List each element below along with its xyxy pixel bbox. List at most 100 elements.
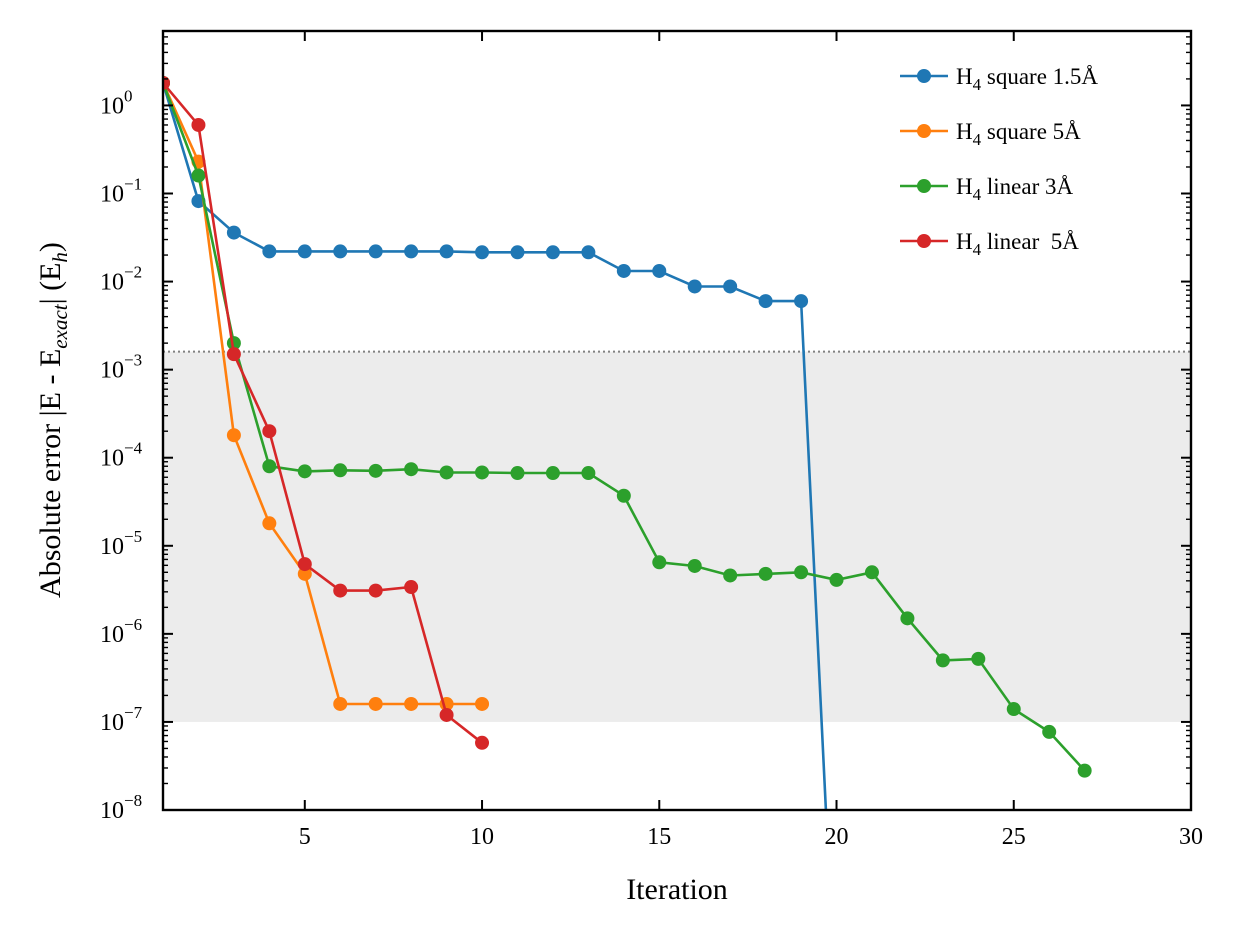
y-tick-base: 10 (100, 358, 124, 384)
y-tick-exponent: −6 (124, 615, 142, 634)
axes-frame (161, 29, 1193, 812)
data-point (616, 488, 631, 503)
data-point (368, 583, 383, 598)
data-point (971, 651, 986, 666)
y-tick-base: 10 (100, 710, 124, 736)
y-tick-exponent: −8 (124, 791, 142, 810)
data-point (368, 244, 383, 259)
legend-item-0: H4 square 1.5Å (900, 64, 1098, 94)
x-tick-label: 15 (647, 824, 671, 850)
ticks-layer (163, 30, 1192, 811)
data-point (1006, 702, 1021, 717)
data-point (475, 245, 490, 260)
data-point (297, 464, 312, 479)
data-point (545, 245, 560, 260)
legend-item-2: H4 linear 3Å (900, 174, 1073, 204)
x-tick-label: 30 (1179, 824, 1203, 850)
shaded-band (163, 351, 1191, 722)
y-tick-exponent: −1 (124, 175, 142, 194)
y-axis-title-main: Absolute error |E - E (34, 349, 67, 598)
series-line-3 (163, 82, 483, 744)
legend-label-sub: 4 (973, 185, 982, 204)
y-tick-base: 10 (100, 798, 124, 824)
legend-item-3: H4 linear 5Å (900, 229, 1079, 259)
legend-label-sub: 4 (973, 240, 982, 259)
data-point (191, 117, 206, 132)
data-point (368, 696, 383, 711)
y-axis-title-mid: | (E (34, 263, 67, 305)
legend-marker (917, 124, 931, 138)
data-point (226, 347, 241, 362)
data-point (475, 735, 490, 750)
y-tick-exponent: −7 (124, 703, 143, 722)
data-point (297, 566, 312, 581)
data-point (404, 244, 419, 259)
data-point (297, 557, 312, 572)
y-tick-exponent: −2 (124, 263, 142, 282)
y-tick-base: 10 (100, 93, 124, 119)
legend-label-rest: linear 3Å (981, 174, 1073, 199)
data-point (616, 263, 631, 278)
series-layer (163, 75, 1092, 810)
data-point (900, 611, 915, 626)
x-tick-label: 5 (299, 824, 311, 850)
y-tick-label: 10−7 (100, 703, 143, 736)
data-point (439, 244, 454, 259)
y-tick-base: 10 (100, 270, 124, 296)
data-point (439, 707, 454, 722)
plot-frame (161, 29, 1193, 812)
data-point (297, 244, 312, 259)
tick-labels-layer: 5 10 15 20 25 3010010−110−210−310−410−510−610… (100, 86, 1203, 850)
legend-label-main: H (956, 64, 973, 89)
data-point (652, 555, 667, 570)
data-point (758, 566, 773, 581)
data-point (333, 463, 348, 478)
data-point (581, 466, 596, 481)
legend-label-rest: square 5Å (981, 119, 1081, 144)
legend-label-rest: square 1.5Å (981, 64, 1098, 89)
series-0 (163, 75, 828, 810)
data-point (475, 696, 490, 711)
data-point (687, 558, 702, 573)
y-tick-exponent: −3 (124, 351, 142, 370)
data-point (652, 263, 667, 278)
data-point (581, 245, 596, 260)
data-point (758, 294, 773, 309)
data-point (404, 580, 419, 595)
data-point (829, 572, 844, 587)
legend-label: H4 linear 5Å (956, 229, 1079, 259)
y-axis-title-sub2: h (48, 252, 72, 263)
data-point (1042, 724, 1057, 739)
data-point (439, 465, 454, 480)
x-tick-label: 10 (470, 824, 494, 850)
data-point (1077, 763, 1092, 778)
data-point (794, 294, 809, 309)
legend-item-1: H4 square 5Å (900, 119, 1081, 149)
legend-marker (917, 179, 931, 193)
data-point (404, 696, 419, 711)
y-tick-label: 10−5 (100, 527, 142, 560)
y-tick-label: 10−2 (100, 263, 142, 296)
legend-label-main: H (956, 119, 973, 144)
data-point (262, 516, 277, 531)
data-point (687, 279, 702, 294)
x-axis-title: Iteration (626, 873, 728, 906)
legend-label: H4 square 1.5Å (956, 64, 1098, 94)
data-point (794, 565, 809, 580)
x-tick-label: 25 (1002, 824, 1026, 850)
data-point (333, 583, 348, 598)
data-point (864, 565, 879, 580)
data-point (723, 279, 738, 294)
data-point (475, 465, 490, 480)
data-point (262, 244, 277, 259)
legend-label-sub: 4 (973, 130, 982, 149)
data-point (333, 696, 348, 711)
data-point (723, 568, 738, 583)
data-point (262, 424, 277, 439)
y-tick-label: 10−4 (100, 439, 143, 472)
data-point (333, 244, 348, 259)
y-tick-exponent: −5 (124, 527, 142, 546)
data-point (510, 245, 525, 260)
y-tick-label: 10−1 (100, 175, 142, 208)
